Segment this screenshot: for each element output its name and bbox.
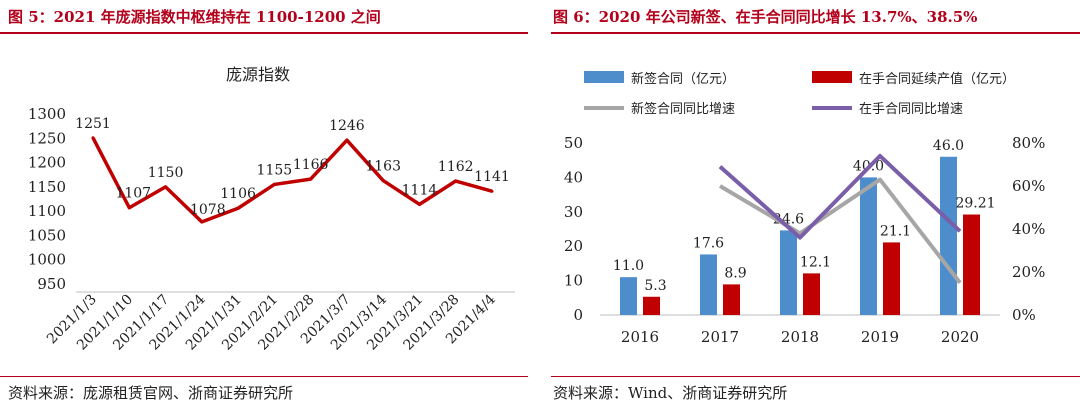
chart1-data-point: [272, 182, 276, 186]
chart2-legend-swatch: [584, 71, 624, 83]
figure6-heading-rule: [551, 32, 1080, 34]
chart2-bar-label: 21.1: [880, 223, 911, 239]
chart1-y-tick-label: 1050: [28, 226, 66, 244]
chart1-data-label: 1251: [75, 116, 111, 132]
chart2-y-left-tick-label: 20: [564, 237, 583, 255]
chart2-y-left-tick-label: 50: [564, 134, 583, 152]
figure5-heading-rule: [0, 32, 528, 34]
chart2-legend-swatch: [812, 71, 852, 83]
chart1-series-line: [91, 136, 493, 224]
chart1-y-tick-label: 1100: [28, 202, 66, 220]
figure6-source: 资料来源：Wind、浙商证券研究所: [553, 384, 788, 402]
chart2-y-left-tick-label: 30: [564, 203, 583, 221]
chart2-bar-label: 17.6: [693, 235, 724, 251]
chart2-bar: [700, 254, 717, 315]
chart2-y-right-tick-label: 0%: [1012, 306, 1036, 324]
chart2-x-tick-label: 2016: [621, 328, 659, 346]
chart2-bar: [963, 214, 980, 315]
figure5-heading: 图 5：2021 年庞源指数中枢维持在 1100-1200 之间: [8, 8, 381, 26]
chart1-data-label: 1107: [115, 186, 151, 202]
chart1-data-point: [200, 220, 204, 224]
chart2-x-tick-label: 2017: [701, 328, 739, 346]
chart2-bar-label: 5.3: [644, 278, 666, 294]
chart1-data-point: [236, 206, 240, 210]
chart2-series-line: [718, 153, 962, 240]
figure6-bottom-rule: [551, 376, 1080, 377]
chart2-bar-label: 8.9: [724, 265, 746, 281]
figure5-source: 资料来源：庞源租赁官网、浙商证券研究所: [8, 384, 294, 402]
chart2-bar: [643, 296, 660, 315]
chart1-data-point: [454, 179, 458, 183]
chart2-legend-label: 新签合同同比增速: [631, 101, 735, 117]
chart1-data-label: 1106: [220, 186, 256, 202]
figure5-bottom-rule: [0, 376, 528, 377]
chart2-series-line: [718, 177, 962, 284]
chart2-legend-label: 在手合同延续产值（亿元）: [859, 71, 1015, 87]
chart1-y-tick-label: 1000: [28, 251, 66, 269]
chart1-data-label: 1166: [293, 157, 329, 173]
chart2-bar: [940, 156, 957, 315]
chart2-bar-label: 29.21: [955, 196, 995, 212]
chart1-y-tick-label: 1250: [28, 129, 66, 147]
chart1-data-point: [381, 179, 385, 183]
chart1-data-label: 1150: [148, 165, 184, 181]
chart2-bar-label: 12.1: [800, 254, 831, 270]
chart1-data-point: [417, 202, 421, 206]
chart1-data-point: [490, 189, 494, 193]
chart2-x-tick-label: 2018: [781, 328, 819, 346]
chart1-data-label: 1163: [365, 159, 401, 175]
chart2-bar: [883, 242, 900, 315]
chart1-data-label: 1141: [474, 169, 510, 185]
chart2-bar: [723, 284, 740, 315]
chart2-x-tick-label: 2019: [861, 328, 899, 346]
chart2-y-left-tick-label: 0: [573, 306, 583, 324]
chart2-bar: [803, 273, 820, 315]
chart2-y-right-tick-label: 60%: [1012, 177, 1045, 195]
chart2-bar-label: 46.0: [933, 138, 964, 154]
chart2-bar-label: 11.0: [613, 258, 644, 274]
chart1-data-label: 1162: [438, 159, 474, 175]
chart1-data-point: [345, 138, 349, 142]
chart1-data-label: 1246: [329, 118, 365, 134]
chart1-data-label: 1078: [190, 202, 226, 218]
chart2-bar: [860, 177, 877, 315]
chart2-bar: [620, 277, 637, 315]
chart1-data-label: 1114: [402, 182, 438, 198]
chart1-data-point: [127, 206, 131, 210]
chart1-data-point: [91, 136, 95, 140]
chart2-bar: [780, 230, 797, 315]
chart1-data-label: 1155: [257, 162, 293, 178]
chart1-y-tick-label: 950: [37, 275, 66, 293]
chart2-y-left-tick-label: 10: [564, 272, 583, 290]
chart1-data-point: [309, 177, 313, 181]
chart2-legend-label: 在手合同同比增速: [859, 102, 963, 117]
chart1-data-point: [164, 185, 168, 189]
chart2-y-right-tick-label: 80%: [1012, 134, 1045, 152]
chart2-x-tick-label: 2020: [941, 328, 979, 346]
chart1-y-tick-label: 1300: [28, 105, 66, 123]
chart2-legend-label: 新签合同（亿元）: [631, 71, 735, 87]
chart1-y-tick-label: 1200: [28, 154, 66, 172]
figure6-heading: 图 6：2020 年公司新签、在手合同同比增长 13.7%、38.5%: [553, 8, 978, 26]
chart2-y-right-tick-label: 20%: [1012, 263, 1045, 281]
chart2-y-left-tick-label: 40: [564, 168, 583, 186]
chart2-y-right-tick-label: 40%: [1012, 220, 1045, 238]
chart1-y-tick-label: 1150: [28, 178, 66, 196]
chart1-title: 庞源指数: [226, 65, 290, 84]
